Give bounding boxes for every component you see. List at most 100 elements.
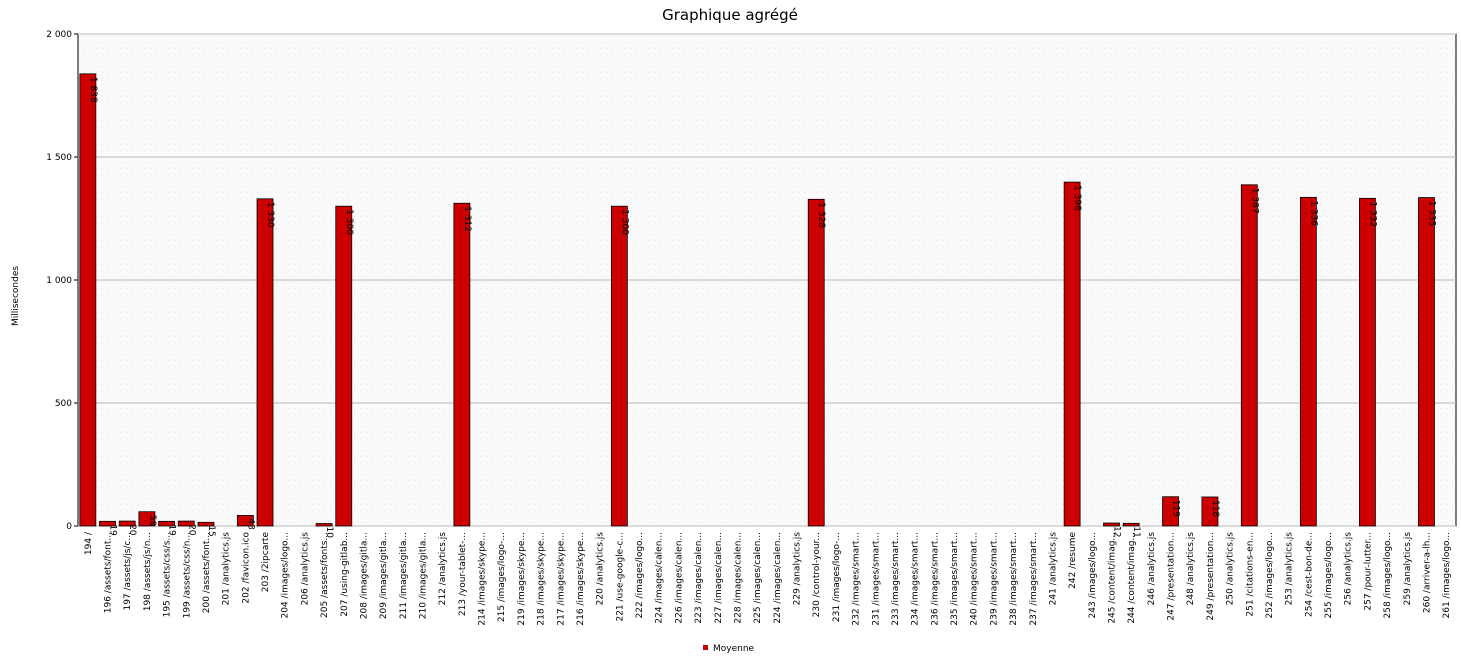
x-tick-label: 227 /images/calen...	[714, 532, 724, 624]
bar	[158, 520, 175, 527]
x-tick-label: 201 /analytics.js	[222, 532, 232, 606]
x-tick-label: 194 /	[84, 531, 94, 555]
x-tick-label: 211 /images/gitla...	[399, 532, 409, 619]
x-tick-label: 244 /content/imag...	[1127, 532, 1137, 624]
x-tick-label: 234 /images/smart...	[911, 532, 921, 626]
x-tick-label: 218 /images/skype...	[537, 532, 547, 626]
x-tick-label: 213 /your-tablet-...	[458, 532, 468, 616]
data-label: 20	[127, 524, 137, 536]
x-tick-label: 229 /analytics.js	[793, 532, 803, 606]
bar	[453, 202, 471, 527]
x-tick-label: 238 /images/smart...	[1009, 532, 1019, 626]
x-tick-label: 235 /images/smart...	[950, 532, 960, 626]
bar	[79, 73, 97, 527]
x-tick-label: 246 /analytics.js	[1147, 532, 1157, 606]
data-label: 19	[108, 524, 118, 536]
x-tick-label: 222 /images/logo...	[635, 532, 645, 618]
bar	[1240, 184, 1258, 527]
x-tick-label: 242 /resume	[1068, 532, 1078, 589]
y-tick-label: 1 500	[46, 153, 72, 163]
x-tick-label: 224 /images/calen...	[773, 532, 783, 624]
bar	[118, 520, 136, 527]
bar	[1299, 196, 1317, 527]
x-tick-label: 231 /images/smart...	[871, 532, 881, 626]
bar	[99, 520, 116, 527]
bar	[1359, 197, 1376, 527]
x-tick-label: 236 /images/smart...	[930, 532, 940, 626]
data-label: 1 398	[1072, 185, 1082, 211]
x-tick-label: 221 /use-google-c...	[615, 532, 625, 622]
data-label: 1 328	[816, 202, 826, 228]
x-tick-label: 199 /assets/css/n...	[182, 532, 192, 618]
x-tick-label: 251 /citations-en...	[1245, 532, 1255, 617]
legend-swatch	[703, 645, 708, 650]
data-label: 1 387	[1249, 188, 1259, 214]
data-label: 119	[1171, 500, 1181, 517]
data-label: 1 330	[265, 202, 275, 228]
x-tick-label: 203 /2ipcarte	[261, 532, 271, 593]
x-tick-label: 241 /analytics.js	[1048, 532, 1058, 606]
data-label: 1 335	[1426, 201, 1436, 227]
data-label: 1 300	[619, 209, 629, 235]
x-tick-label: 237 /images/smart...	[1029, 532, 1039, 626]
x-tick-label: 216 /images/skype...	[576, 532, 586, 626]
x-tick-label: 206 /analytics.js	[300, 532, 310, 606]
bar	[236, 515, 254, 527]
x-tick-label: 220 /analytics.js	[596, 532, 606, 606]
bar	[315, 523, 333, 527]
x-tick-label: 231 /images/logo-...	[832, 532, 842, 622]
x-tick-label: 225 /images/calen...	[753, 532, 763, 624]
x-tick-label: 249 /presentation...	[1206, 532, 1216, 621]
bar	[138, 511, 156, 527]
x-tick-label: 259 /analytics.js	[1403, 532, 1413, 606]
x-tick-label: 212 /analytics.js	[438, 532, 448, 606]
x-tick-label: 215 /images/logo-...	[497, 532, 507, 622]
x-tick-label: 247 /presentation...	[1167, 532, 1177, 621]
x-tick-label: 257 /pour-lutter...	[1363, 532, 1373, 611]
data-label: 58	[147, 515, 157, 527]
x-tick-label: 239 /images/smart...	[989, 532, 999, 626]
x-tick-label: 198 /assets/js/n...	[143, 532, 153, 611]
y-axis-label: Millisecondes	[11, 266, 21, 326]
data-label: 1 838	[88, 77, 98, 103]
data-label: 10	[324, 527, 334, 539]
x-tick-label: 250 /analytics.js	[1226, 532, 1236, 606]
data-label: 1 300	[344, 209, 354, 235]
data-label: 20	[186, 524, 196, 536]
x-tick-label: 252 /images/logo...	[1265, 532, 1275, 618]
x-tick-label: 243 /images/logo...	[1088, 532, 1098, 618]
y-tick-label: 1 000	[46, 276, 72, 286]
data-label: 19	[167, 524, 177, 536]
x-tick-label: 245 /content/imag...	[1108, 532, 1118, 624]
bar	[807, 198, 825, 527]
x-tick-label: 248 /analytics.js	[1186, 532, 1196, 606]
x-tick-label: 210 /images/gitla...	[419, 532, 429, 619]
x-tick-label: 258 /images/logo...	[1383, 532, 1393, 618]
x-tick-label: 205 /assets/fonts...	[320, 532, 330, 618]
data-label: 15	[206, 525, 216, 536]
y-tick-label: 2 000	[46, 30, 72, 40]
x-tick-label: 230 /control-your...	[812, 532, 822, 617]
data-label: 43	[245, 518, 255, 529]
x-tick-label: 208 /images/gitla...	[359, 532, 369, 619]
x-tick-label: 200 /assets/font...	[202, 532, 212, 613]
x-tick-label: 255 /images/logo...	[1324, 532, 1334, 618]
bar	[1201, 496, 1219, 527]
x-tick-label: 224 /images/calen...	[655, 532, 665, 624]
data-label: 1 336	[1308, 200, 1318, 226]
data-label: 118	[1210, 500, 1220, 517]
bar	[610, 205, 628, 527]
data-label: 11	[1131, 526, 1141, 537]
x-tick-label: 207 /using-gitlab...	[340, 532, 350, 617]
x-tick-label: 253 /analytics.js	[1285, 532, 1295, 606]
bar	[1122, 522, 1140, 527]
x-tick-label: 197 /assets/js/c...	[123, 532, 133, 611]
y-tick-label: 0	[66, 522, 72, 532]
x-tick-label: 261 /images/logo...	[1442, 532, 1452, 618]
bar	[256, 198, 274, 527]
bar	[1103, 522, 1120, 527]
data-label: 1 312	[462, 206, 472, 232]
x-tick-label: 214 /images/skype...	[478, 532, 488, 626]
x-tick-label: 195 /assets/css/s...	[163, 532, 173, 617]
